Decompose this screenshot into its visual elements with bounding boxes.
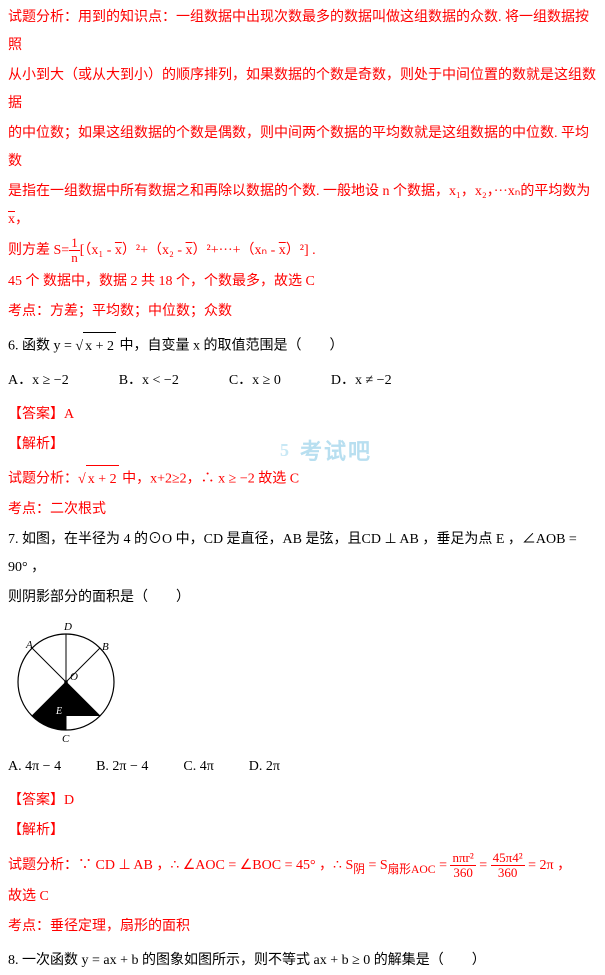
intro-xbar-3: x: [186, 243, 193, 258]
q6-stem-a: 6. 函数 y =: [8, 338, 75, 353]
q7-analysis-d: =: [476, 858, 491, 873]
intro-line-5f: ）²+···+（xₙ -: [193, 243, 279, 258]
intro-line-4: 是指在一组数据中所有数据之和再除以数据的个数. 一般地设 n 个数据，x₁，x₂…: [8, 178, 597, 234]
q6-stem-b: 中，自变量 x 的取值范围是（ ）: [116, 338, 344, 353]
q7-jiexi-label: 【解析】: [8, 817, 597, 845]
svg-text:E: E: [55, 706, 62, 717]
variance-frac-num: 1: [69, 236, 80, 251]
intro-xbar-4: x: [279, 243, 286, 258]
intro-line-5: 则方差 S=1n[（x₁ - x）²+（x₂ - x）²+···+（xₙ - x…: [8, 236, 597, 266]
intro-kaodian: 考点：方差；平均数；中位数；众数: [8, 298, 597, 326]
svg-text:B: B: [102, 641, 109, 653]
q7-analysis-a: 试题分析：∵ CD ⊥ AB ，∴ ∠AOC = ∠BOC = 45° ，∴ S: [8, 858, 353, 873]
intro-line-1: 试题分析：用到的知识点：一组数据中出现次数最多的数据叫做这组数据的众数. 将一组…: [8, 4, 597, 60]
intro-line-4c: ，: [15, 212, 29, 227]
q7-answer: 【答案】D: [8, 787, 597, 815]
intro-line-5b: [（x₁ -: [80, 243, 115, 258]
q7-conclusion: 故选 C: [8, 883, 597, 911]
q7-frac-2: 45π4²360: [491, 851, 525, 881]
q6-option-b: B．x < −2: [119, 367, 179, 395]
q7-stem-2: 则阴影部分的面积是（ ）: [8, 584, 597, 612]
q7-analysis-e: = 2π ，: [525, 858, 571, 873]
q6-option-c: C．x ≥ 0: [229, 367, 281, 395]
q7-stem-1: 7. 如图，在半径为 4 的⊙O 中，CD 是直径，AB 是弦，且CD ⊥ AB…: [8, 526, 597, 582]
q6-analysis-sqrt-content: x + 2: [86, 465, 119, 494]
q6-analysis-sqrt: x + 2: [78, 465, 119, 494]
intro-line-3: 的中位数；如果这组数据的个数是偶数，则中间两个数据的平均数就是这组数据的中位数.…: [8, 120, 597, 176]
q7-option-a: A. 4π − 4: [8, 753, 61, 781]
q7-analysis: 试题分析：∵ CD ⊥ AB ，∴ ∠AOC = ∠BOC = 45° ，∴ S…: [8, 851, 597, 881]
q6-jiexi-label: 【解析】: [8, 431, 597, 459]
intro-line-4a: 是指在一组数据中所有数据之和再除以数据的个数. 一般地设 n 个数据，x₁，x₂…: [8, 184, 590, 199]
intro-line-5d: ）²+（x₂ -: [122, 243, 186, 258]
svg-text:D: D: [63, 621, 72, 633]
variance-frac-den: n: [69, 251, 80, 265]
q7-analysis-b: = S: [365, 858, 388, 873]
intro-line-5a: 则方差 S=: [8, 243, 69, 258]
q6-sqrt-content: x + 2: [83, 332, 116, 361]
q7-frac-1: nπr²360: [450, 851, 475, 881]
variance-frac: 1n: [69, 236, 80, 266]
q7-option-c: C. 4π: [183, 753, 213, 781]
intro-line-6: 45 个 数据中，数据 2 共 18 个，个数最多，故选 C: [8, 268, 597, 296]
q6-kaodian: 考点：二次根式: [8, 496, 597, 524]
q6-analysis: 试题分析： x + 2 中，x+2≥2，∴ x ≥ −2 故选 C: [8, 465, 597, 494]
q7-sub-2: 扇形AOC: [388, 862, 436, 875]
intro-xbar-2: x: [115, 243, 122, 258]
intro-xbar-1: x: [8, 212, 15, 227]
q7-frac-2-den: 360: [491, 866, 525, 880]
q7-option-d: D. 2π: [249, 753, 280, 781]
q7-circle-diagram: D A B O C E: [8, 620, 128, 745]
q6-analysis-b: 中，x+2≥2，∴ x ≥ −2 故选 C: [119, 471, 300, 486]
q6-option-d: D．x ≠ −2: [331, 367, 392, 395]
q7-options: A. 4π − 4 B. 2π − 4 C. 4π D. 2π: [8, 753, 597, 781]
q6-answer: 【答案】A: [8, 401, 597, 429]
q7-frac-1-den: 360: [450, 866, 475, 880]
q6-option-a: A．x ≥ −2: [8, 367, 69, 395]
q8-stem: 8. 一次函数 y = ax + b 的图象如图所示，则不等式 ax + b ≥…: [8, 947, 597, 975]
q7-analysis-c: =: [436, 858, 451, 873]
intro-line-5h: ）²] .: [286, 243, 316, 258]
q6-stem: 6. 函数 y = x + 2 中，自变量 x 的取值范围是（ ）: [8, 332, 597, 361]
svg-text:C: C: [62, 733, 70, 745]
svg-text:A: A: [25, 639, 33, 651]
q7-kaodian: 考点：垂径定理，扇形的面积: [8, 913, 597, 941]
q6-options: A．x ≥ −2 B．x < −2 C．x ≥ 0 D．x ≠ −2: [8, 367, 597, 395]
q6-sqrt: x + 2: [75, 332, 116, 361]
svg-text:O: O: [70, 671, 78, 683]
q7-option-b: B. 2π − 4: [96, 753, 148, 781]
q6-analysis-a: 试题分析：: [8, 471, 78, 486]
q7-frac-2-num: 45π4²: [491, 851, 525, 866]
intro-line-2: 从小到大（或从大到小）的顺序排列，如果数据的个数是奇数，则处于中间位置的数就是这…: [8, 62, 597, 118]
q7-frac-1-num: nπr²: [450, 851, 475, 866]
q7-sub-1: 阴: [353, 862, 365, 875]
